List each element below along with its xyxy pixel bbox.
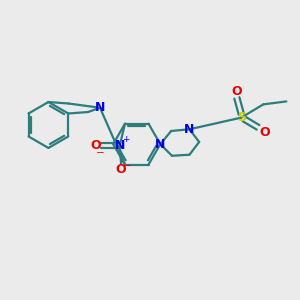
Text: −: − xyxy=(123,160,132,170)
Text: O: O xyxy=(232,85,242,98)
Text: O: O xyxy=(116,164,127,176)
Text: N: N xyxy=(184,123,195,136)
Text: O: O xyxy=(91,139,101,152)
Text: S: S xyxy=(237,111,246,124)
Text: +: + xyxy=(122,135,129,144)
Text: N: N xyxy=(95,101,105,114)
Text: O: O xyxy=(260,126,270,139)
Text: N: N xyxy=(155,138,166,151)
Text: N: N xyxy=(115,139,125,152)
Text: −: − xyxy=(96,148,104,158)
